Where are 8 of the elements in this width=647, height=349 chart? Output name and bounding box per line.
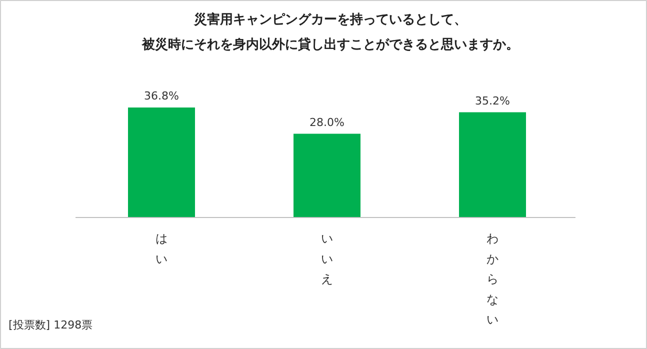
data-label: 28.0% — [310, 116, 344, 129]
x-tick-label: いいえ — [321, 232, 333, 286]
x-tick-label: わからない — [486, 232, 498, 327]
x-tick-label: はい — [156, 232, 168, 266]
text: [投票数] 1298票 — [8, 318, 93, 332]
chart-title: 災害用キャンピングカーを持っているとして、被災時にそれを身内以外に貸し出すことができると思いますか。 — [141, 12, 519, 52]
data-label: 35.2% — [475, 94, 510, 108]
data-label: 36.8% — [144, 90, 179, 102]
